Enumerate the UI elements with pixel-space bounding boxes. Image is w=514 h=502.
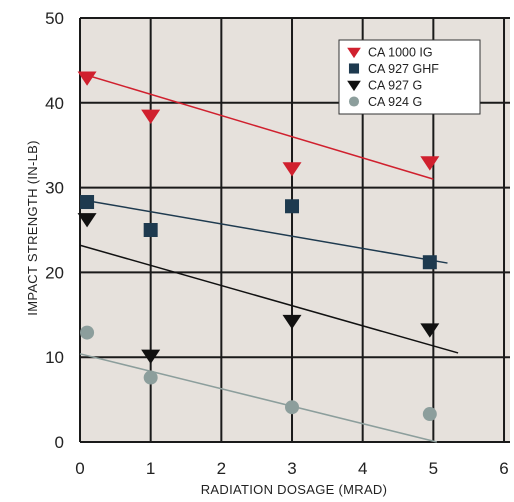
y-tick-labels: 0 10 20 30 40 50 (45, 9, 64, 452)
x-tick-labels: 0 1 2 3 4 5 6 (75, 459, 508, 478)
trendline-ca-924-g (79, 353, 438, 443)
point-ca-1000-ig-2 (282, 162, 302, 177)
y-tick-label-0: 0 (55, 433, 64, 452)
point-ca-927-ghf-0 (80, 195, 95, 210)
point-ca-927-ghf-1 (143, 223, 158, 237)
trendline-ca-927-g (79, 244, 459, 354)
legend-label-ca-924-g: CA 924 G (368, 95, 422, 109)
x-tick-label-5: 5 (429, 459, 438, 478)
legend-label-ca-927-ghf: CA 927 GHF (368, 62, 439, 76)
point-ca-1000-ig-3 (420, 156, 440, 171)
x-tick-label-2: 2 (217, 459, 226, 478)
data-markers (77, 71, 440, 422)
y-tick-label-20: 20 (45, 263, 64, 282)
point-ca-927-g-3 (420, 323, 440, 338)
legend-marker-ca-927-ghf (348, 63, 360, 74)
y-tick-label-40: 40 (45, 94, 64, 113)
y-tick-label-30: 30 (45, 179, 64, 198)
x-tick-label-0: 0 (75, 459, 84, 478)
x-tick-label-6: 6 (499, 459, 508, 478)
legend-label-ca-927-g: CA 927 G (368, 79, 422, 93)
trendlines (79, 72, 459, 443)
point-ca-927-g-2 (282, 314, 302, 330)
point-ca-1000-ig-1 (141, 109, 161, 124)
legend-marker-ca-924-g (348, 96, 360, 107)
legend-marker-ca-927-g (347, 80, 361, 92)
x-tick-label-1: 1 (146, 459, 155, 478)
trendline-ca-1000-ig (79, 72, 434, 180)
point-ca-927-ghf-2 (285, 199, 300, 214)
x-axis-label: RADIATION DOSAGE (MRAD) (201, 482, 388, 497)
point-ca-924-g-3 (422, 407, 437, 422)
point-ca-927-ghf-3 (422, 255, 437, 270)
point-ca-1000-ig-0 (77, 71, 97, 86)
x-tick-label-4: 4 (358, 459, 367, 478)
point-ca-924-g-2 (285, 400, 300, 415)
legend-box (338, 39, 481, 115)
legend-marker-ca-1000-ig (347, 47, 361, 59)
legend: CA 1000 IG CA 927 GHF CA 927 G CA 924 G (338, 39, 481, 115)
y-axis-label: IMPACT STRENGTH (IN-LB) (25, 140, 40, 315)
legend-label-ca-1000-ig: CA 1000 IG (368, 46, 433, 60)
point-ca-927-g-0 (77, 213, 97, 228)
point-ca-924-g-0 (80, 325, 95, 340)
y-tick-label-50: 50 (45, 9, 64, 28)
y-tick-label-10: 10 (45, 348, 64, 367)
point-ca-927-g-1 (141, 349, 161, 364)
x-tick-label-3: 3 (287, 459, 296, 478)
point-ca-924-g-1 (143, 370, 158, 385)
trendline-ca-927-ghf (79, 198, 448, 264)
